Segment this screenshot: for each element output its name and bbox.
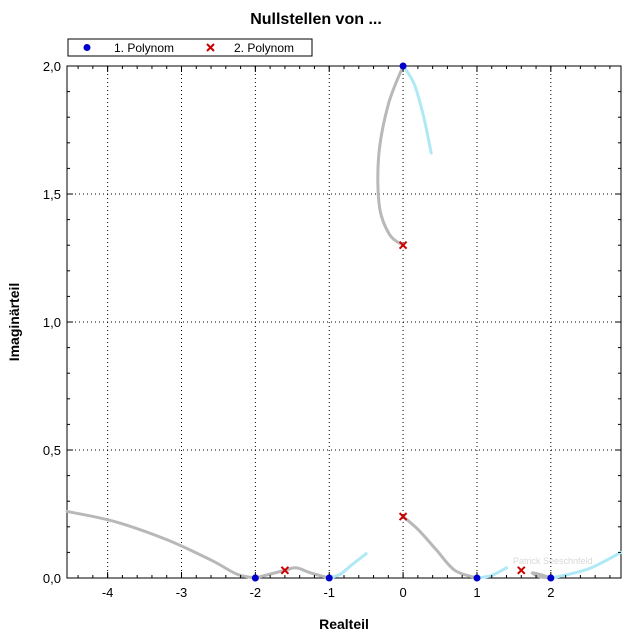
locus-curve-7 [530, 571, 553, 580]
legend-label-2-polynom: 2. Polynom [234, 41, 294, 55]
x-tick-labels: -4 -3 -2 -1 0 1 2 [102, 585, 555, 600]
locus-curve-3 [253, 566, 331, 580]
series-2-point [398, 512, 408, 521]
y-tick-label: 1,0 [43, 315, 61, 330]
root-markers [251, 62, 555, 582]
locus-curve-1 [401, 64, 433, 155]
y-axis-label: Imaginärteil [6, 283, 22, 362]
locus-curve-4 [327, 552, 368, 580]
x-tick-label: 1 [473, 585, 480, 600]
y-tick-labels: 0,0 0,5 1,0 1,5 2,0 [43, 59, 61, 586]
plot-area: Patrick Seeschnfeld [65, 62, 623, 582]
locus-curve-5 [401, 515, 479, 580]
locus-curve-8 [549, 550, 623, 580]
locus-curve-2 [65, 509, 257, 580]
y-tick-label: 0,0 [43, 571, 61, 586]
x-tick-label: -4 [102, 585, 114, 600]
series-1-point [473, 574, 481, 582]
y-tick-label: 2,0 [43, 59, 61, 74]
x-axis-label: Realteil [319, 616, 369, 632]
x-tick-label: -3 [176, 585, 188, 600]
x-tick-label: -2 [250, 585, 262, 600]
series-2-point [517, 566, 526, 575]
legend-marker-2-polynom [206, 43, 215, 52]
x-tick-label: 2 [547, 585, 554, 600]
legend-box [67, 38, 313, 57]
series-1-point [547, 574, 555, 582]
series-2-point [398, 240, 408, 250]
y-tick-label: 1,5 [43, 187, 61, 202]
locus-curve-0 [376, 64, 405, 247]
chart-title: Nullstellen von ... [250, 11, 382, 28]
watermark-text: Patrick Seeschnfeld [513, 556, 593, 566]
x-tick-label: 0 [399, 585, 406, 600]
legend-marker-1-polynom [83, 44, 91, 51]
series-1-point [325, 574, 333, 582]
legend-label-1-polynom: 1. Polynom [114, 41, 174, 55]
root-locus-curves [65, 64, 623, 580]
series-1-point [399, 62, 407, 70]
y-tick-label: 0,5 [43, 443, 61, 458]
axis-ticks [67, 65, 621, 579]
series-1-point [251, 574, 259, 582]
series-2-point [280, 566, 290, 575]
x-tick-label: -1 [323, 585, 335, 600]
legend: 1. Polynom 2. Polynom [67, 38, 313, 57]
